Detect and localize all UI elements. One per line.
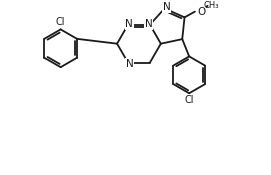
- Text: Cl: Cl: [185, 95, 194, 105]
- Text: O: O: [197, 7, 205, 17]
- Text: N: N: [125, 19, 133, 29]
- Text: Cl: Cl: [55, 18, 65, 27]
- Text: N: N: [145, 19, 153, 29]
- Text: N: N: [163, 2, 170, 12]
- Text: N: N: [126, 59, 134, 69]
- Text: CH₃: CH₃: [204, 1, 219, 10]
